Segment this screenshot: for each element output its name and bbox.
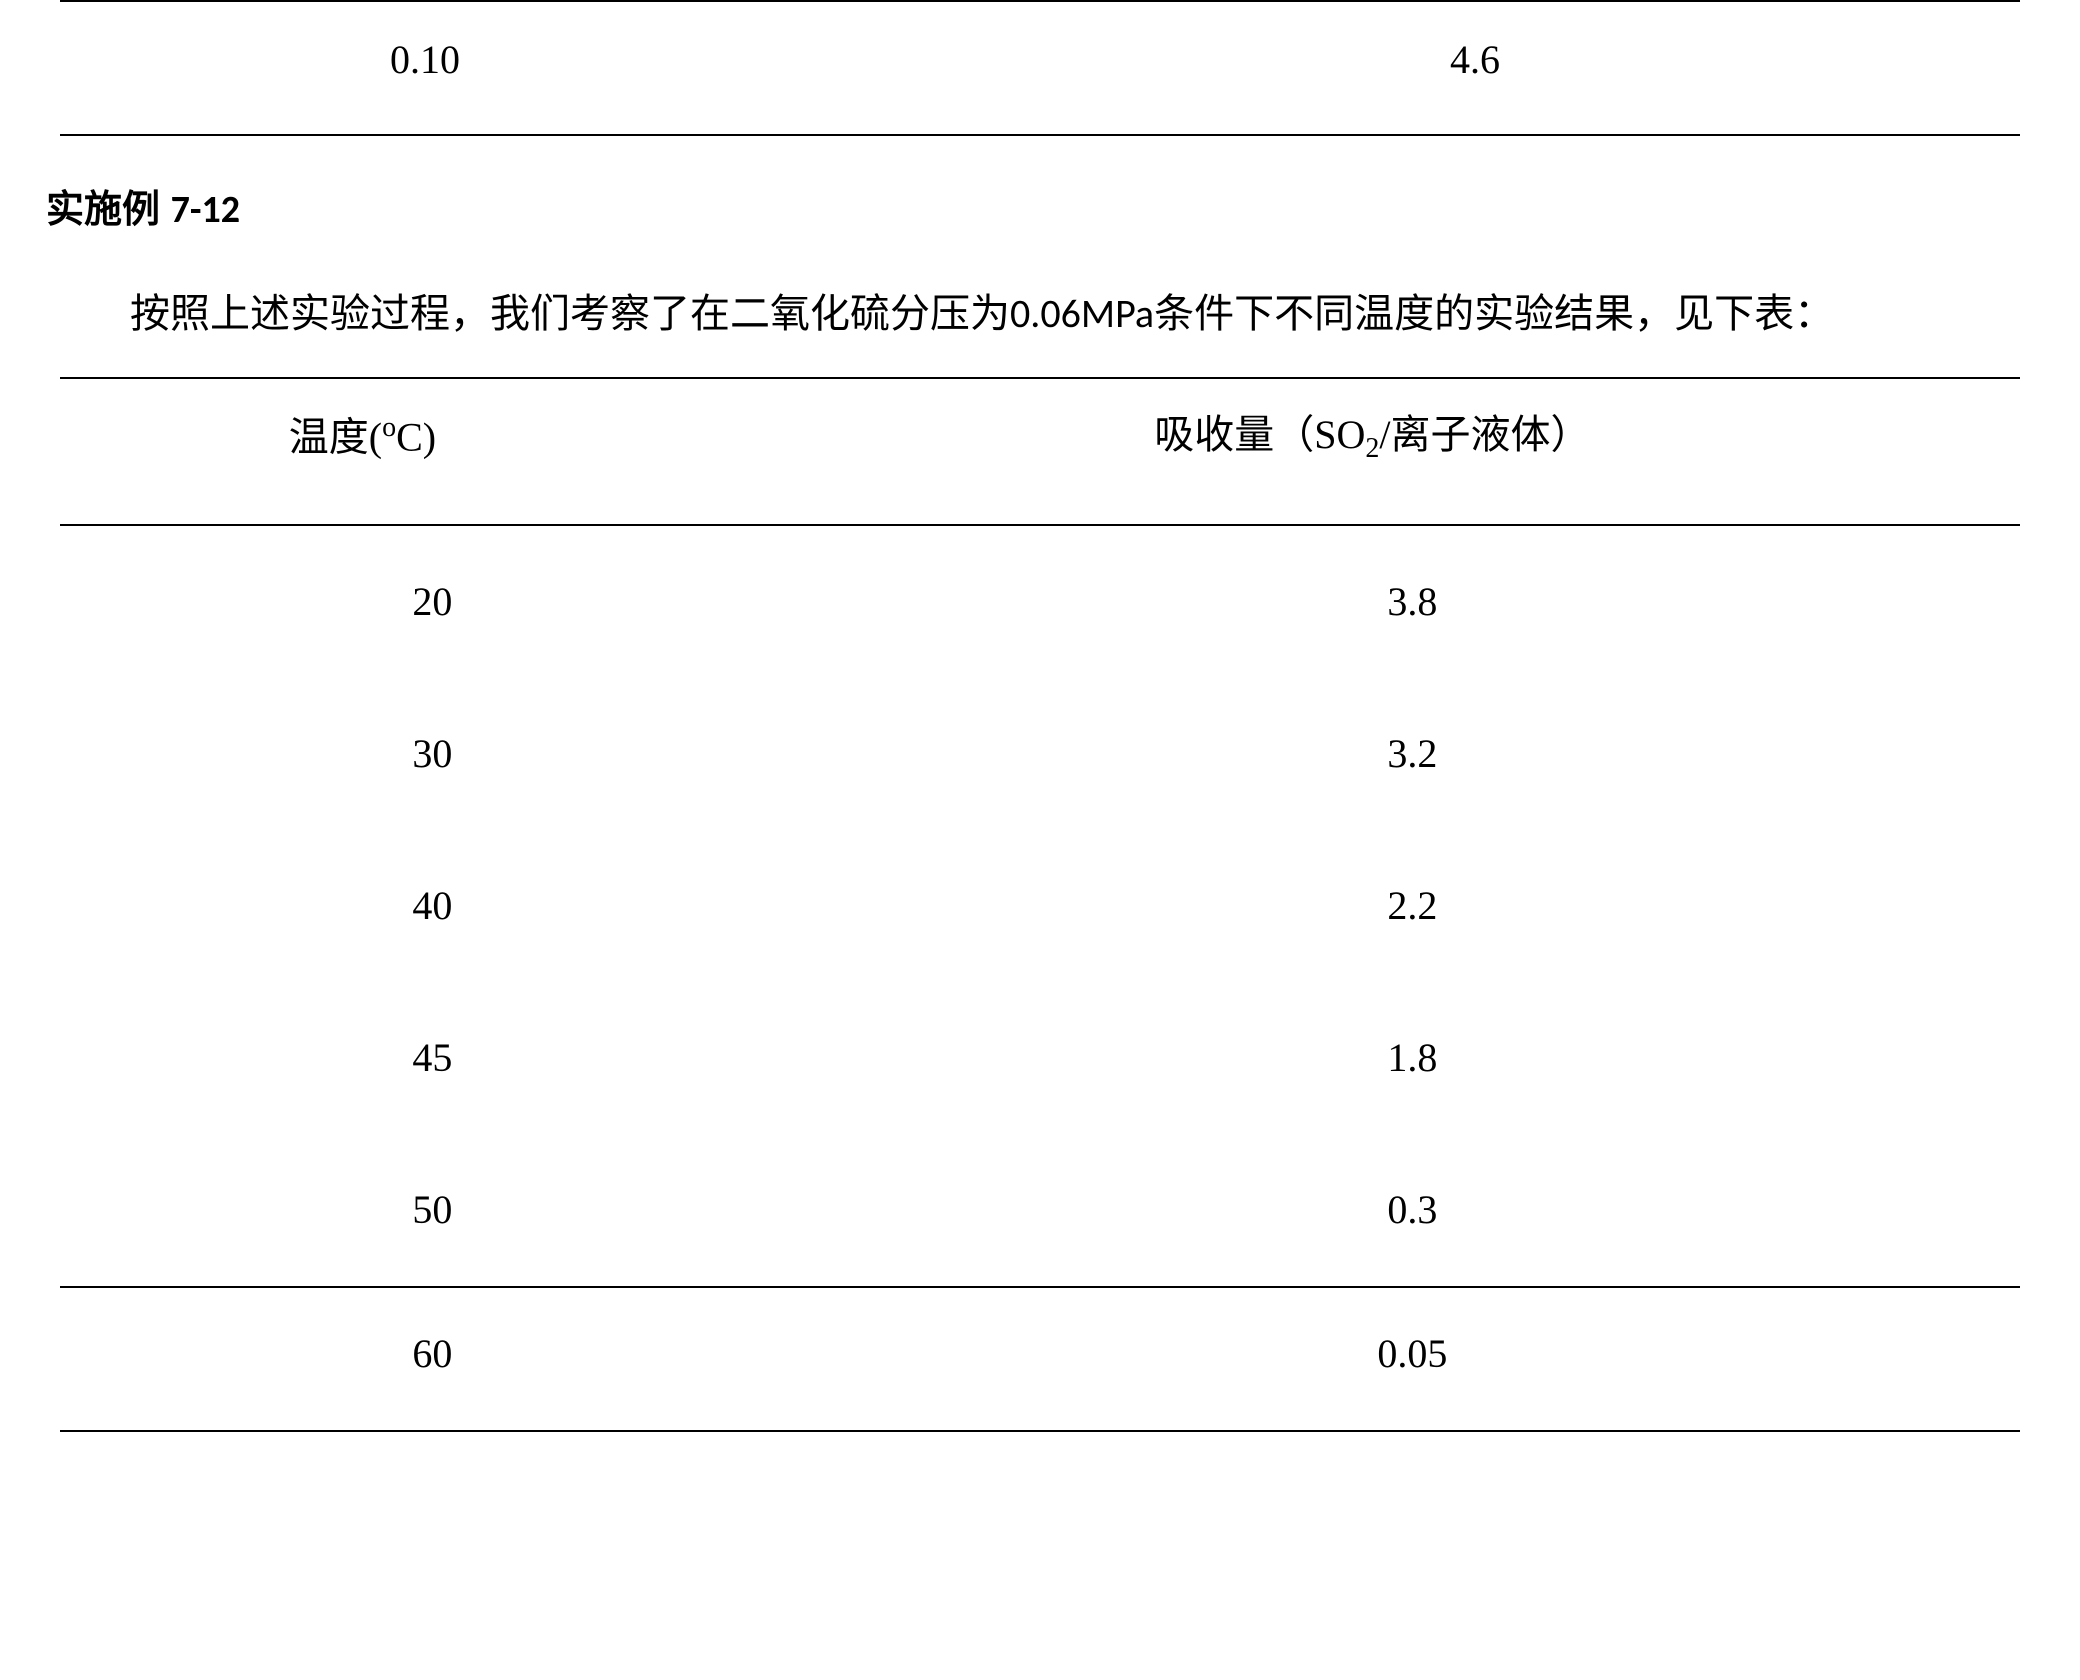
paragraph-post: 条件下不同温度的实验结果，见下表： (1154, 291, 1834, 336)
section-heading-prefix: 实施例 (46, 189, 160, 231)
table-header-absorption: 吸收量（SO2/离子液体） (805, 378, 2020, 525)
cell-absorption: 0.05 (805, 1287, 2020, 1431)
section-paragraph: 按照上述实验过程，我们考察了在二氧化硫分压为0.06MPa条件下不同温度的实验结… (50, 275, 2020, 353)
cell-absorption: 2.2 (805, 830, 2020, 982)
cell-temperature: 45 (60, 982, 805, 1134)
section-heading-range: 7-12 (171, 187, 240, 233)
table-row: 50 0.3 (60, 1134, 2020, 1287)
temperature-table-body: 20 3.8 30 3.2 40 2.2 45 1.8 50 0.3 60 0.… (60, 525, 2020, 1431)
cell-temperature: 60 (60, 1287, 805, 1431)
cell-temperature: 20 (60, 525, 805, 678)
fragment-cell-pressure: 0.10 (60, 1, 550, 135)
cell-temperature: 50 (60, 1134, 805, 1287)
cell-absorption: 3.8 (805, 525, 2020, 678)
section-heading: 实施例 7-12 (46, 182, 2080, 239)
table-header-absorption-label: 吸收量（SO2/离子液体） (1154, 405, 1590, 470)
fragment-cell-absorption: 4.6 (550, 1, 2020, 135)
table-header-row: 温度(oC) 吸收量（SO2/离子液体） (60, 378, 2020, 525)
table-header-temperature-label: 温度(oC) (289, 407, 436, 467)
cell-temperature: 40 (60, 830, 805, 982)
table-row: 0.10 4.6 (60, 1, 2020, 135)
table-row: 45 1.8 (60, 982, 2020, 1134)
paragraph-pre: 按照上述实验过程，我们考察了在二氧化硫分压为 (130, 291, 1010, 336)
cell-absorption: 0.3 (805, 1134, 2020, 1287)
temperature-table: 温度(oC) 吸收量（SO2/离子液体） 20 3.8 30 3.2 4 (60, 377, 2020, 1432)
cell-absorption: 1.8 (805, 982, 2020, 1134)
table-header-temperature: 温度(oC) (60, 378, 805, 525)
table-row: 30 3.2 (60, 678, 2020, 830)
table-row: 40 2.2 (60, 830, 2020, 982)
cell-absorption: 3.2 (805, 678, 2020, 830)
table-row: 20 3.8 (60, 525, 2020, 678)
cell-temperature: 30 (60, 678, 805, 830)
fragment-cell-absorption-value: 4.6 (1450, 30, 1500, 90)
paragraph-value: 0.06MPa (1010, 289, 1154, 338)
table-row: 60 0.05 (60, 1287, 2020, 1431)
fragment-cell-pressure-value: 0.10 (390, 30, 460, 90)
page: 0.10 4.6 实施例 7-12 按照上述实验过程，我们考察了在二氧化硫分压为… (0, 0, 2080, 1432)
fragment-table: 0.10 4.6 (60, 0, 2020, 136)
